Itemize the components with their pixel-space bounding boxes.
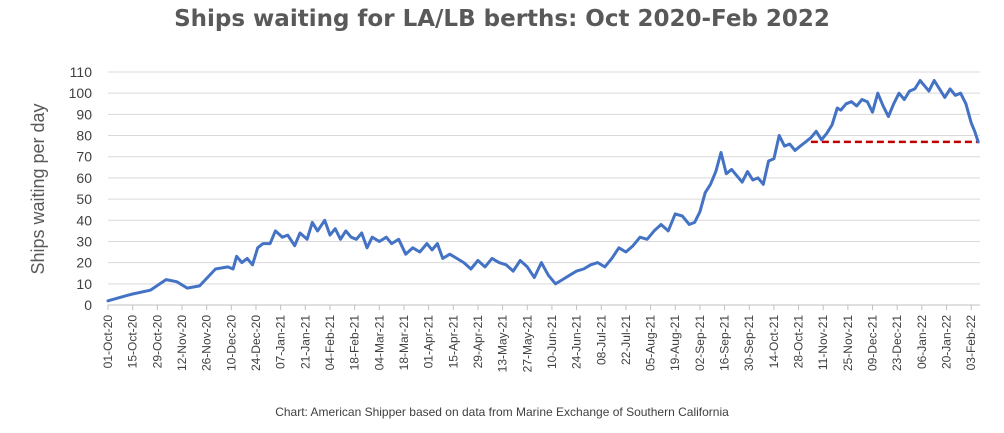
series-layer <box>106 79 980 303</box>
y-tick-label: 30 <box>76 233 92 249</box>
x-tick-label: 16-Sep-21 <box>718 315 732 371</box>
x-tick-label: 11-Nov-21 <box>816 315 830 370</box>
x-tick-label: 18-Mar-21 <box>397 315 411 371</box>
x-tick-label: 13-May-21 <box>496 315 510 373</box>
x-tick-label: 09-Dec-21 <box>866 315 880 371</box>
y-tick-label: 80 <box>76 128 92 144</box>
x-tick-label: 14-Oct-21 <box>767 315 781 369</box>
y-tick-label: 20 <box>76 255 92 271</box>
y-tick-label: 90 <box>76 106 92 122</box>
x-tick-label: 25-Nov-21 <box>841 315 855 371</box>
x-tick-label: 06-Jan-22 <box>915 315 929 369</box>
x-tick-label: 29-Oct-20 <box>150 315 164 369</box>
y-tick-label: 60 <box>76 170 92 186</box>
x-tick-label: 10-Jun-21 <box>545 315 559 369</box>
gridlines <box>108 71 980 285</box>
x-tick-label: 18-Feb-21 <box>348 315 362 371</box>
x-tick-label: 01-Apr-21 <box>422 315 436 369</box>
x-tick-label: 15-Oct-20 <box>126 315 140 369</box>
source-note: Chart: American Shipper based on data fr… <box>275 405 729 419</box>
x-tick-label: 07-Jan-21 <box>274 315 288 369</box>
y-axis-label: Ships waiting per day <box>28 103 48 274</box>
x-tick-label: 29-Apr-21 <box>471 315 485 369</box>
x-tick-label: 15-Apr-21 <box>446 315 460 369</box>
x-tick-label: 24-Jun-21 <box>570 315 584 369</box>
y-tick-label: 10 <box>76 276 92 292</box>
x-tick-label: 12-Nov-20 <box>175 315 189 371</box>
x-tick-label: 22-Jul-21 <box>619 315 633 365</box>
x-tick-label: 23-Dec-21 <box>890 315 904 371</box>
y-tick-label: 50 <box>76 191 92 207</box>
y-tick-label: 70 <box>76 149 92 165</box>
y-tick-label: 100 <box>69 85 93 101</box>
y-tick-label: 40 <box>76 212 92 228</box>
x-tick-label: 21-Jan-21 <box>298 315 312 369</box>
x-tick-label: 05-Aug-21 <box>644 315 658 371</box>
x-tick-label: 19-Aug-21 <box>668 315 682 371</box>
x-tick-label: 20-Jan-22 <box>940 315 954 369</box>
chart-title: Ships waiting for LA/LB berths: Oct 2020… <box>174 6 830 32</box>
x-tick-label: 08-Jul-21 <box>594 315 608 365</box>
series-line <box>106 79 980 303</box>
x-tick-label: 27-May-21 <box>520 315 534 373</box>
x-tick-label: 02-Sep-21 <box>693 315 707 371</box>
y-tick-label: 110 <box>70 64 93 80</box>
axes: 0 10 20 30 40 50 60 70 80 90 100 110 01-Oct-20 15-Oct… <box>69 64 980 372</box>
x-tick-label: 28-Oct-21 <box>792 315 806 369</box>
y-tick-label: 0 <box>84 297 92 313</box>
x-tick-label: 10-Dec-20 <box>224 315 238 371</box>
x-tick-label: 01-Oct-20 <box>101 315 115 369</box>
x-tick-label: 04-Feb-21 <box>323 315 337 371</box>
x-tick-label: 30-Sep-21 <box>742 315 756 371</box>
x-tick-label: 26-Nov-20 <box>200 315 214 371</box>
x-tick-label: 24-Dec-20 <box>249 315 263 371</box>
x-tick-label: 03-Feb-22 <box>964 315 978 371</box>
x-tick-label: 04-Mar-21 <box>372 315 386 371</box>
